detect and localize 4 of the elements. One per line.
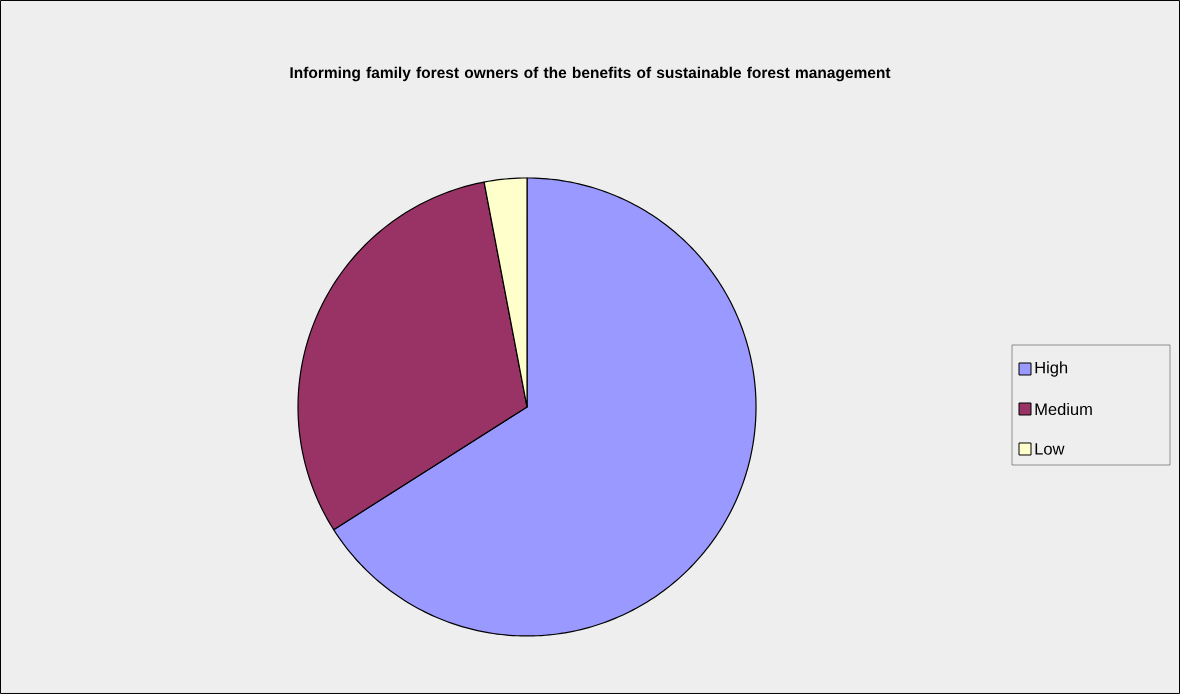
chart-title: Informing family forest owners of the benefits of sustainable forest management: [290, 66, 891, 82]
legend-label: Low: [1035, 443, 1065, 455]
legend-label: Medium: [1035, 402, 1092, 416]
legend-label: High: [1035, 361, 1068, 377]
